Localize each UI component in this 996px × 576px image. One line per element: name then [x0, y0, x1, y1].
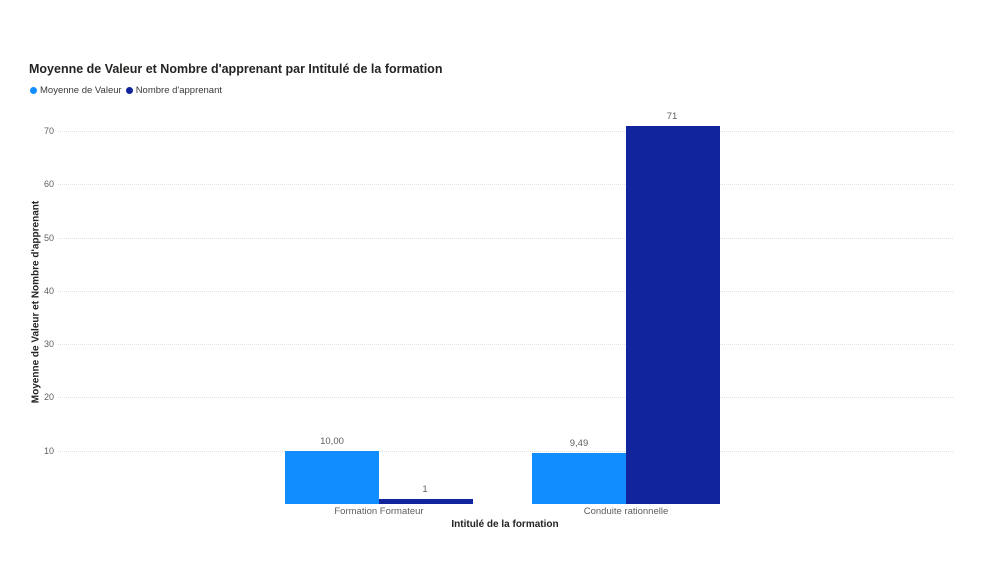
y-gridline: [58, 131, 953, 132]
y-gridline: [58, 238, 953, 239]
bar-apprenant-1[interactable]: [626, 126, 720, 504]
y-axis-tick-label: 20: [43, 392, 54, 402]
data-label: 10,00: [320, 436, 344, 447]
bar-apprenant-0[interactable]: [379, 499, 473, 504]
legend-item-moyenne-de-valeur[interactable]: Moyenne de Valeur: [30, 85, 122, 96]
y-axis-tick-label: 50: [43, 233, 54, 243]
data-label: 9,49: [569, 438, 589, 449]
bar-moyenne-0[interactable]: [285, 451, 379, 504]
x-axis-title: Intitulé de la formation: [451, 519, 559, 530]
y-gridline: [58, 397, 953, 398]
y-gridline: [58, 184, 953, 185]
y-gridline: [58, 451, 953, 452]
y-axis-title: Moyenne de Valeur et Nombre d'apprenant: [30, 200, 42, 404]
legend-item-label: Nombre d'apprenant: [135, 85, 222, 96]
y-axis-tick-label: 70: [43, 126, 54, 136]
legend-dot-icon: [125, 87, 133, 94]
category-label: Conduite rationnelle: [583, 506, 669, 517]
data-label: 71: [666, 111, 678, 122]
y-axis-tick-label: 10: [43, 446, 54, 456]
legend-dot-icon: [30, 87, 37, 94]
y-axis-tick-label: 60: [43, 179, 54, 189]
data-label: 1: [422, 484, 428, 495]
y-axis-tick-label: 30: [43, 339, 54, 349]
legend-item-nombre-dapprenant[interactable]: Nombre d'apprenant: [125, 85, 222, 96]
category-label: Formation Formateur: [334, 506, 424, 517]
bar-moyenne-1[interactable]: [532, 453, 626, 504]
y-gridline: [58, 344, 953, 345]
chart-title: Moyenne de Valeur et Nombre d'apprenant …: [29, 62, 443, 76]
y-axis-tick-label: 40: [43, 286, 54, 296]
legend: Moyenne de Valeur Nombre d'apprenant: [30, 85, 222, 96]
legend-item-label: Moyenne de Valeur: [40, 85, 122, 96]
y-gridline: [58, 291, 953, 292]
